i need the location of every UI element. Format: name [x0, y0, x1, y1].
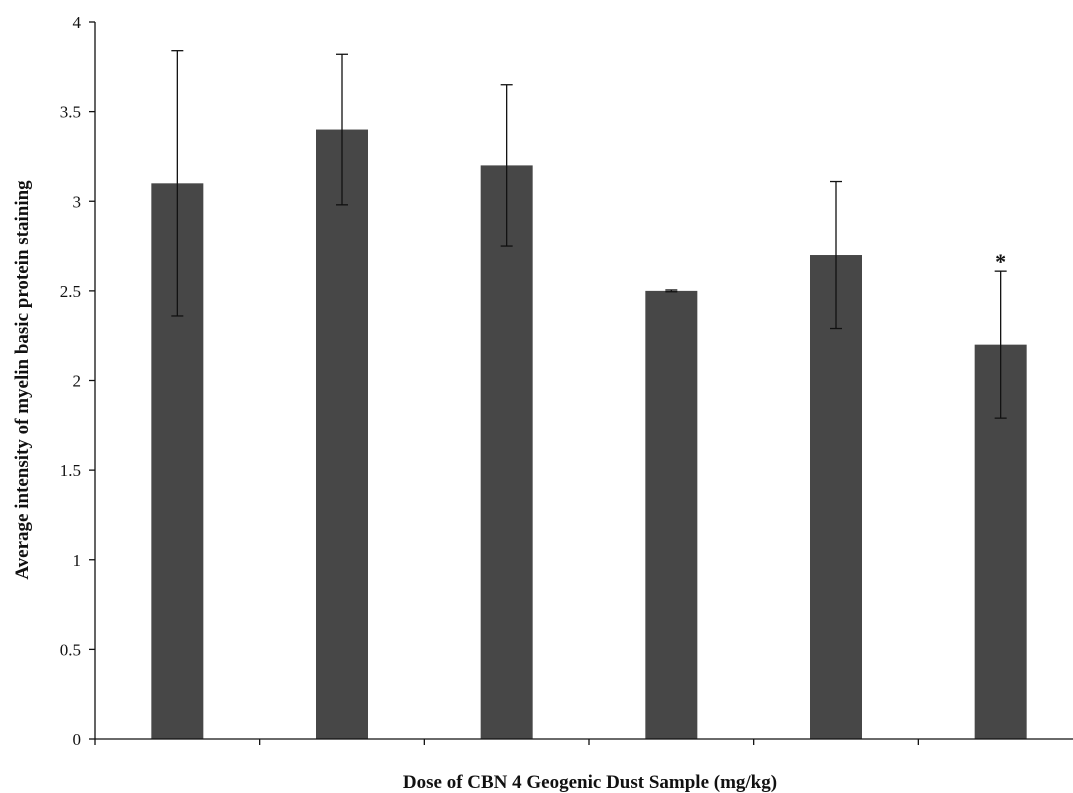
- y-axis-title: Average intensity of myelin basic protei…: [12, 180, 33, 580]
- bar: [480, 165, 533, 739]
- y-tick-label: 3: [73, 192, 82, 211]
- y-tick-label: 4: [73, 13, 82, 32]
- bars-group: [151, 129, 1027, 740]
- error-bars-group: [171, 50, 1007, 419]
- y-tick-label: 0.5: [60, 640, 81, 659]
- y-tick-label: 1: [73, 551, 82, 570]
- annotations-group: *: [995, 249, 1006, 274]
- y-axis: 0 0.5 1 1.5 2 2.5 3 3.5 4: [60, 13, 96, 749]
- significance-marker: *: [995, 249, 1006, 274]
- y-tick-label: 0: [73, 730, 82, 749]
- bar: [645, 290, 698, 739]
- y-tick-label: 2.5: [60, 282, 81, 301]
- y-tick-label: 2: [73, 372, 82, 391]
- bar: [810, 255, 862, 739]
- bar: [316, 129, 368, 740]
- x-axis-title: Dose of CBN 4 Geogenic Dust Sample (mg/k…: [403, 772, 777, 793]
- y-tick-label: 1.5: [60, 461, 81, 480]
- x-axis: [94, 738, 1073, 745]
- y-tick-label: 3.5: [60, 103, 81, 122]
